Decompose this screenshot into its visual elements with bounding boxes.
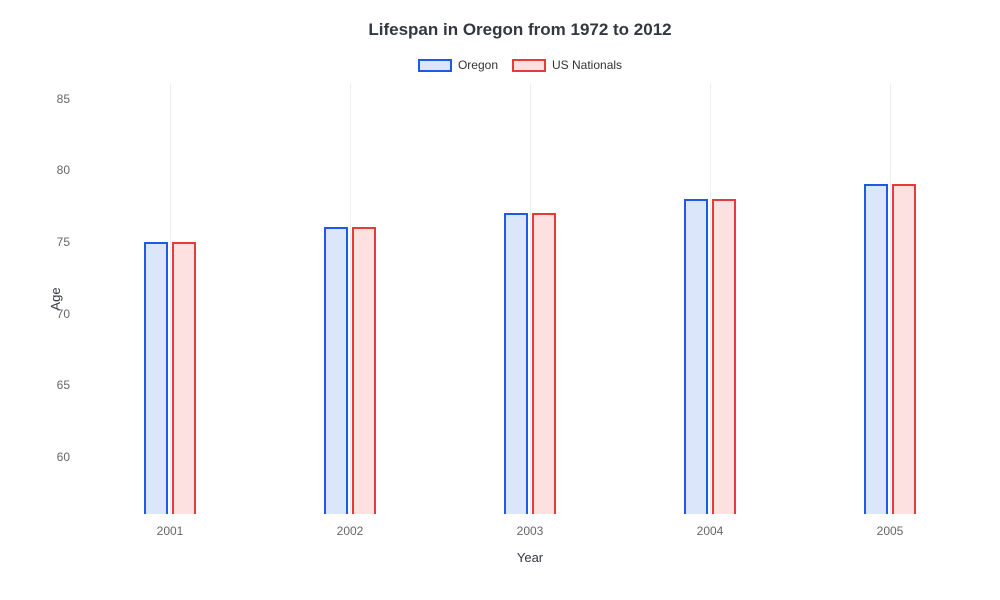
bar-us-nationals[interactable] xyxy=(352,227,376,514)
bar-group xyxy=(504,213,556,514)
bar-us-nationals[interactable] xyxy=(532,213,556,514)
y-tick: 60 xyxy=(30,450,70,464)
bars-layer: 2001 2002 2003 2004 2005 xyxy=(80,84,980,514)
y-tick: 75 xyxy=(30,235,70,249)
legend-swatch-us-nationals xyxy=(512,59,546,72)
bar-group xyxy=(864,184,916,514)
x-tick: 2002 xyxy=(337,524,364,538)
legend-item-us-nationals[interactable]: US Nationals xyxy=(512,58,622,72)
x-axis-label: Year xyxy=(517,550,543,565)
chart-title: Lifespan in Oregon from 1972 to 2012 xyxy=(60,20,980,40)
y-tick: 70 xyxy=(30,307,70,321)
bar-oregon[interactable] xyxy=(144,242,168,514)
y-tick: 65 xyxy=(30,378,70,392)
bar-us-nationals[interactable] xyxy=(172,242,196,514)
bar-oregon[interactable] xyxy=(864,184,888,514)
y-tick: 80 xyxy=(30,163,70,177)
x-tick: 2004 xyxy=(697,524,724,538)
bar-us-nationals[interactable] xyxy=(892,184,916,514)
bar-us-nationals[interactable] xyxy=(712,199,736,514)
chart-legend: Oregon US Nationals xyxy=(60,58,980,72)
bar-oregon[interactable] xyxy=(324,227,348,514)
legend-swatch-oregon xyxy=(418,59,452,72)
legend-label: US Nationals xyxy=(552,58,622,72)
y-tick: 85 xyxy=(30,92,70,106)
legend-label: Oregon xyxy=(458,58,498,72)
legend-item-oregon[interactable]: Oregon xyxy=(418,58,498,72)
bar-group xyxy=(144,242,196,514)
x-tick: 2005 xyxy=(877,524,904,538)
x-tick: 2003 xyxy=(517,524,544,538)
plot-area: Age 60 65 70 75 80 85 2001 2002 xyxy=(80,84,980,514)
x-tick: 2001 xyxy=(157,524,184,538)
chart-container: Lifespan in Oregon from 1972 to 2012 Ore… xyxy=(0,0,1000,600)
y-axis: 60 65 70 75 80 85 xyxy=(70,84,80,514)
bar-oregon[interactable] xyxy=(684,199,708,514)
bar-group xyxy=(684,199,736,514)
bar-oregon[interactable] xyxy=(504,213,528,514)
bar-group xyxy=(324,227,376,514)
